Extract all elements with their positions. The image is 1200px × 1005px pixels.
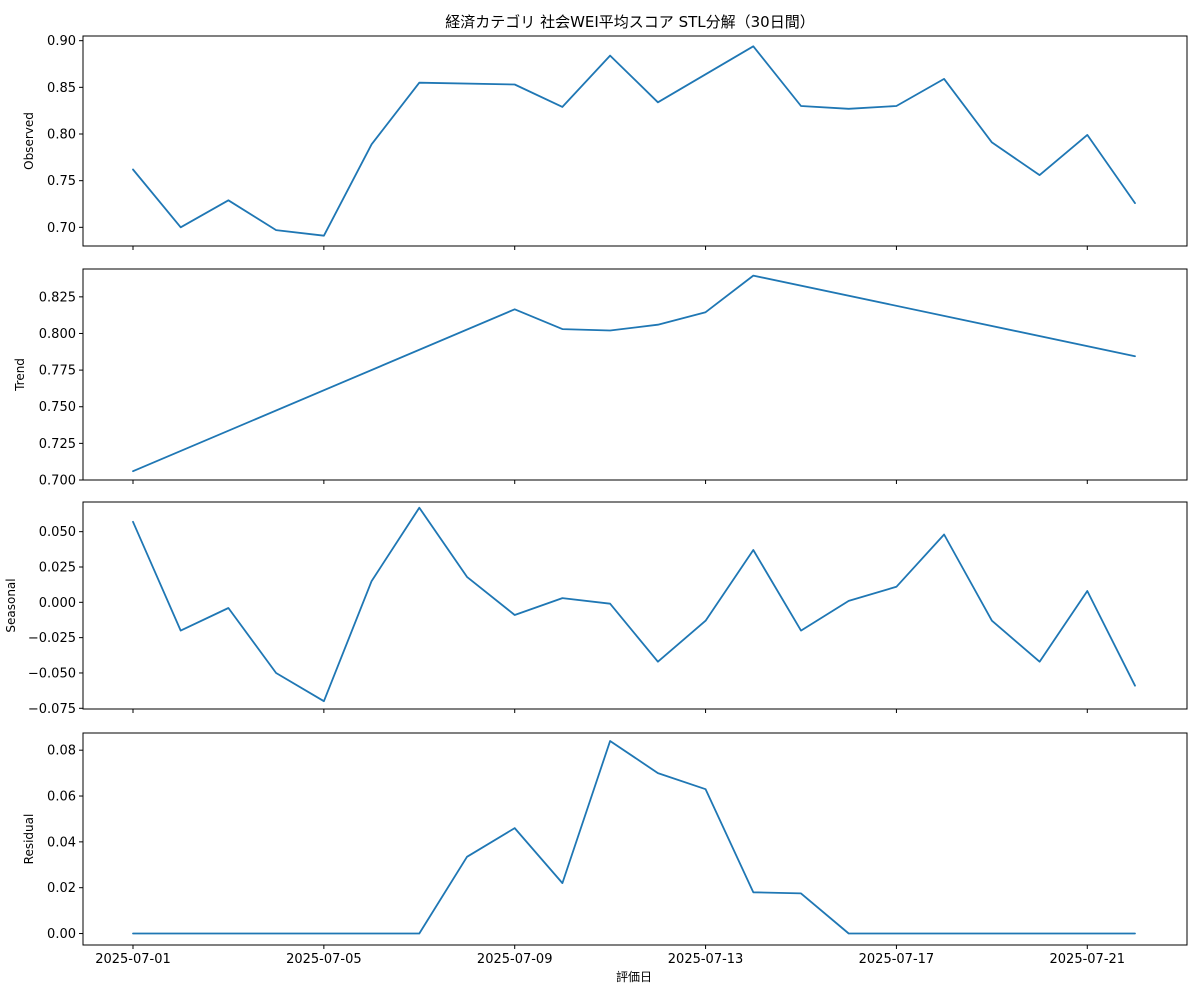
residual-y-axis-label: Residual (22, 814, 36, 865)
seasonal-y-tick-label: 0.000 (39, 596, 76, 611)
observed-y-axis-label: Observed (22, 112, 36, 170)
chart-title: 経済カテゴリ 社会WEI平均スコア STL分解（30日間） (445, 13, 814, 31)
observed-axes-frame (82, 35, 1188, 247)
observed-y-tick-label: 0.70 (47, 221, 76, 236)
residual-y-tick-label: 0.02 (47, 881, 76, 896)
residual-y-tick-label: 0.00 (47, 927, 76, 942)
x-tick-label: 2025-07-17 (859, 952, 935, 967)
observed-y-tick-label: 0.85 (47, 81, 76, 96)
seasonal-y-tick-label: −0.025 (28, 631, 76, 646)
panel-seasonal: −0.075 −0.050 −0.025 0.000 0.025 0.050 Seasona… (4, 501, 1188, 717)
residual-y-tick-label: 0.08 (47, 744, 76, 759)
residual-y-tick-label: 0.06 (47, 790, 76, 805)
trend-axes-frame (82, 268, 1188, 481)
residual-series-line (132, 740, 1136, 935)
trend-y-tick-label: 0.800 (39, 327, 76, 342)
observed-series-line (132, 45, 1136, 237)
residual-y-tick-label: 0.04 (47, 835, 76, 850)
x-tick-label: 2025-07-05 (286, 952, 362, 967)
panel-residual: 0.00 0.02 0.04 0.06 0.08 2025-07-01 2025-07-05… (22, 732, 1188, 967)
trend-y-tick-label: 0.700 (39, 474, 76, 489)
panels-group: 0.700.750.800.850.90Observed0.7000.7250.… (4, 34, 1188, 967)
seasonal-y-axis-label: Seasonal (4, 578, 18, 632)
x-tick-label: 2025-07-09 (477, 952, 553, 967)
panel-trend: 0.700 0.725 0.750 0.775 0.800 0.825 Trend (13, 268, 1188, 489)
observed-y-tick-label: 0.80 (47, 128, 76, 143)
trend-y-tick-label: 0.825 (39, 290, 76, 305)
observed-y-tick-label: 0.90 (47, 34, 76, 49)
seasonal-y-tick-label: −0.050 (28, 666, 76, 681)
x-axis-label: 評価日 (616, 969, 652, 984)
trend-y-tick-label: 0.775 (39, 364, 76, 379)
trend-y-tick-label: 0.750 (39, 400, 76, 415)
residual-axes-frame (82, 732, 1188, 946)
trend-series-line (132, 274, 1136, 473)
panel-observed: 0.70 0.75 0.80 0.85 0.90 Observed (22, 34, 1188, 250)
seasonal-y-tick-label: −0.075 (28, 702, 76, 717)
seasonal-series-line (132, 506, 1136, 703)
seasonal-y-tick-label: 0.050 (39, 525, 76, 540)
trend-y-axis-label: Trend (13, 358, 27, 392)
seasonal-y-tick-label: 0.025 (39, 560, 76, 575)
x-tick-label: 2025-07-21 (1050, 952, 1126, 967)
observed-y-tick-label: 0.75 (47, 174, 76, 189)
seasonal-axes-frame (82, 501, 1188, 710)
trend-y-tick-label: 0.725 (39, 437, 76, 452)
x-tick-label: 2025-07-01 (95, 952, 171, 967)
x-tick-label: 2025-07-13 (668, 952, 744, 967)
